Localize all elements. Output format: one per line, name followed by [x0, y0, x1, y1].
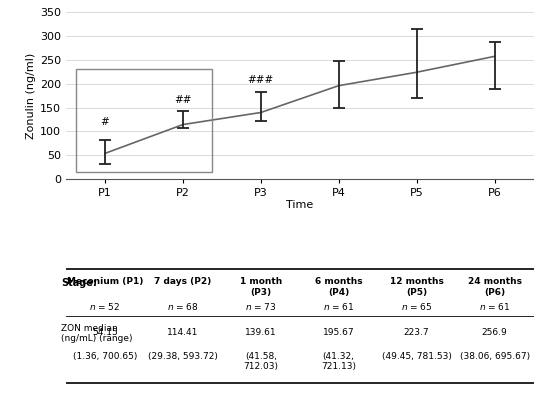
Text: 139.61: 139.61 — [245, 328, 277, 337]
Text: 6 months
(P4): 6 months (P4) — [315, 277, 362, 297]
Text: 54.15: 54.15 — [92, 328, 118, 337]
Bar — [76, 69, 212, 172]
Text: 7 days (P2): 7 days (P2) — [154, 277, 212, 286]
Text: (29.38, 593.72): (29.38, 593.72) — [148, 352, 218, 361]
Text: 223.7: 223.7 — [404, 328, 430, 337]
Text: $n$ = 61: $n$ = 61 — [479, 301, 510, 312]
Text: $n$ = 52: $n$ = 52 — [89, 301, 120, 312]
Text: 12 months
(P5): 12 months (P5) — [390, 277, 443, 297]
Text: ##: ## — [174, 95, 191, 105]
X-axis label: Time: Time — [286, 200, 313, 210]
Text: 24 months
(P6): 24 months (P6) — [468, 277, 522, 297]
Text: (41.58,
712.03): (41.58, 712.03) — [244, 352, 278, 371]
Text: 1 month
(P3): 1 month (P3) — [240, 277, 282, 297]
Text: Meconium (P1): Meconium (P1) — [67, 277, 143, 286]
Text: 256.9: 256.9 — [482, 328, 508, 337]
Text: ZON median
(ng/mL) (range): ZON median (ng/mL) (range) — [62, 324, 133, 343]
Text: #: # — [101, 117, 109, 127]
Text: (49.45, 781.53): (49.45, 781.53) — [382, 352, 452, 361]
Text: 195.67: 195.67 — [323, 328, 354, 337]
Text: (41.32,
721.13): (41.32, 721.13) — [321, 352, 356, 371]
Text: $n$ = 73: $n$ = 73 — [245, 301, 277, 312]
Text: $n$ = 65: $n$ = 65 — [401, 301, 432, 312]
Text: (1.36, 700.65): (1.36, 700.65) — [73, 352, 137, 361]
Y-axis label: Zonulin (ng/ml): Zonulin (ng/ml) — [26, 52, 36, 139]
Text: (38.06, 695.67): (38.06, 695.67) — [460, 352, 530, 361]
Text: Stage:: Stage: — [62, 278, 97, 288]
Text: $n$ = 61: $n$ = 61 — [323, 301, 354, 312]
Text: 114.41: 114.41 — [167, 328, 199, 337]
Text: ###: ### — [248, 75, 274, 84]
Text: $n$ = 68: $n$ = 68 — [167, 301, 199, 312]
